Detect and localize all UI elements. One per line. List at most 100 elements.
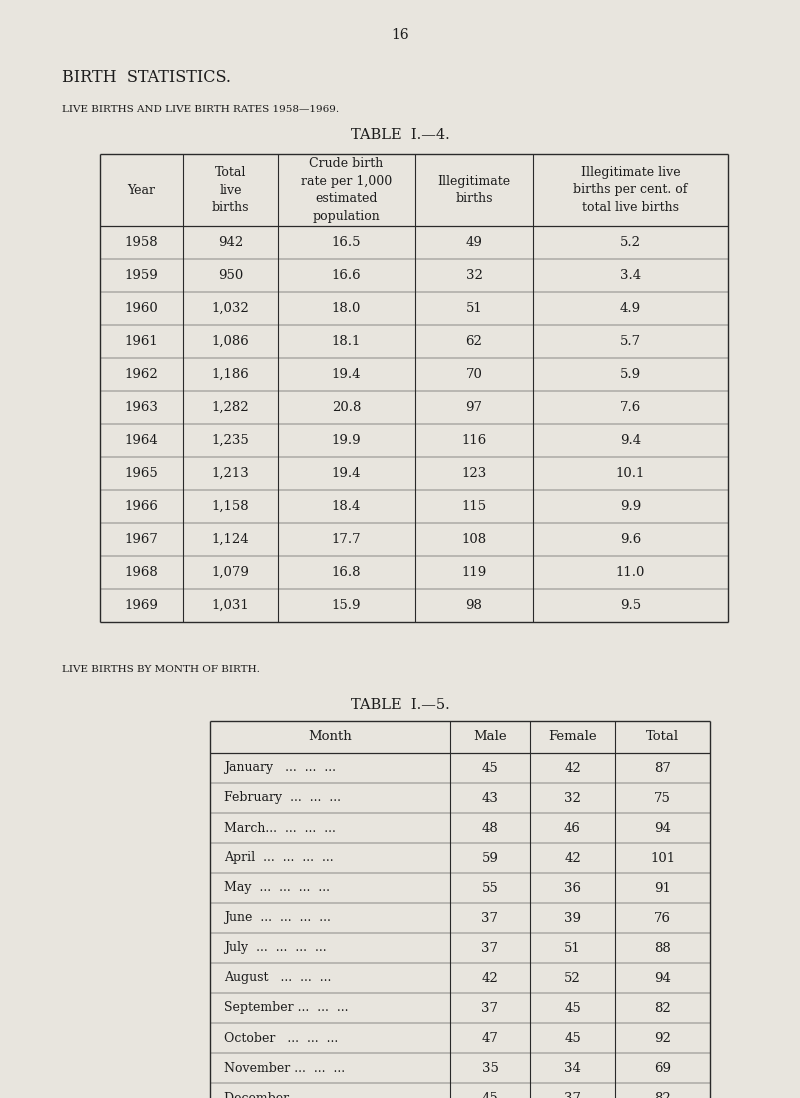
Text: 1965: 1965	[125, 467, 158, 480]
Text: 5.7: 5.7	[620, 335, 641, 348]
Text: 47: 47	[482, 1031, 498, 1044]
Text: 1962: 1962	[125, 368, 158, 381]
Text: 1,032: 1,032	[212, 302, 250, 315]
Text: 37: 37	[482, 1001, 498, 1015]
Text: 16.5: 16.5	[332, 236, 362, 249]
Text: January   ...  ...  ...: January ... ... ...	[224, 762, 336, 774]
Text: 1,086: 1,086	[212, 335, 250, 348]
Text: July  ...  ...  ...  ...: July ... ... ... ...	[224, 941, 326, 954]
Text: March...  ...  ...  ...: March... ... ... ...	[224, 821, 336, 834]
Text: 4.9: 4.9	[620, 302, 641, 315]
Text: 1967: 1967	[125, 533, 158, 546]
Text: 45: 45	[564, 1031, 581, 1044]
Text: 18.1: 18.1	[332, 335, 361, 348]
Text: TABLE  I.—5.: TABLE I.—5.	[350, 698, 450, 712]
Text: 9.9: 9.9	[620, 500, 641, 513]
Text: 48: 48	[482, 821, 498, 834]
Text: 116: 116	[462, 434, 486, 447]
Text: 39: 39	[564, 911, 581, 925]
Text: August   ...  ...  ...: August ... ... ...	[224, 972, 331, 985]
Text: 1969: 1969	[125, 600, 158, 612]
Text: 108: 108	[462, 533, 486, 546]
Text: November ...  ...  ...: November ... ... ...	[224, 1062, 345, 1075]
Text: 9.5: 9.5	[620, 600, 641, 612]
Text: TABLE  I.—4.: TABLE I.—4.	[350, 128, 450, 142]
Text: LIVE BIRTHS BY MONTH OF BIRTH.: LIVE BIRTHS BY MONTH OF BIRTH.	[62, 665, 260, 674]
Text: 1959: 1959	[125, 269, 158, 282]
Text: 88: 88	[654, 941, 671, 954]
Text: 49: 49	[466, 236, 482, 249]
Text: 32: 32	[466, 269, 482, 282]
Text: 16: 16	[391, 29, 409, 42]
Text: 76: 76	[654, 911, 671, 925]
Text: 45: 45	[564, 1001, 581, 1015]
Text: Month: Month	[308, 730, 352, 743]
Text: Total
live
births: Total live births	[212, 166, 250, 214]
Text: 32: 32	[564, 792, 581, 805]
Text: 16.8: 16.8	[332, 565, 362, 579]
Text: 34: 34	[564, 1062, 581, 1075]
Text: 942: 942	[218, 236, 243, 249]
Text: 101: 101	[650, 852, 675, 864]
Text: 119: 119	[462, 565, 486, 579]
Text: 11.0: 11.0	[616, 565, 645, 579]
Text: June  ...  ...  ...  ...: June ... ... ... ...	[224, 911, 331, 925]
Text: 51: 51	[466, 302, 482, 315]
Text: Crude birth
rate per 1,000
estimated
population: Crude birth rate per 1,000 estimated pop…	[301, 157, 392, 223]
Text: 1,124: 1,124	[212, 533, 250, 546]
Text: 1,031: 1,031	[212, 600, 250, 612]
Text: 10.1: 10.1	[616, 467, 645, 480]
Text: 1,079: 1,079	[211, 565, 250, 579]
Text: 950: 950	[218, 269, 243, 282]
Text: 1,282: 1,282	[212, 401, 250, 414]
Text: 19.4: 19.4	[332, 368, 362, 381]
Text: 9.6: 9.6	[620, 533, 641, 546]
Text: 1,158: 1,158	[212, 500, 250, 513]
Text: LIVE BIRTHS AND LIVE BIRTH RATES 1958—1969.: LIVE BIRTHS AND LIVE BIRTH RATES 1958—19…	[62, 105, 339, 114]
Text: 5.2: 5.2	[620, 236, 641, 249]
Text: 19.4: 19.4	[332, 467, 362, 480]
Text: 51: 51	[564, 941, 581, 954]
Text: 82: 82	[654, 1091, 671, 1098]
Text: 46: 46	[564, 821, 581, 834]
Text: 15.9: 15.9	[332, 600, 362, 612]
Text: 98: 98	[466, 600, 482, 612]
Text: 1961: 1961	[125, 335, 158, 348]
Text: Illegitimate live
births per cent. of
total live births: Illegitimate live births per cent. of to…	[574, 166, 688, 214]
Text: 94: 94	[654, 821, 671, 834]
Text: April  ...  ...  ...  ...: April ... ... ... ...	[224, 852, 334, 864]
Text: February  ...  ...  ...: February ... ... ...	[224, 792, 341, 805]
Text: 82: 82	[654, 1001, 671, 1015]
Text: 18.0: 18.0	[332, 302, 361, 315]
Text: 36: 36	[564, 882, 581, 895]
Text: 92: 92	[654, 1031, 671, 1044]
Text: Year: Year	[127, 183, 155, 197]
Text: 1,213: 1,213	[212, 467, 250, 480]
Text: Female: Female	[548, 730, 597, 743]
Text: 9.4: 9.4	[620, 434, 641, 447]
Text: May  ...  ...  ...  ...: May ... ... ... ...	[224, 882, 330, 895]
Text: October   ...  ...  ...: October ... ... ...	[224, 1031, 338, 1044]
Text: 52: 52	[564, 972, 581, 985]
Text: 42: 42	[564, 852, 581, 864]
Text: 19.9: 19.9	[332, 434, 362, 447]
Text: 16.6: 16.6	[332, 269, 362, 282]
Text: 55: 55	[482, 882, 498, 895]
Text: 91: 91	[654, 882, 671, 895]
Text: 1958: 1958	[125, 236, 158, 249]
Text: 123: 123	[462, 467, 486, 480]
Text: 75: 75	[654, 792, 671, 805]
Text: 45: 45	[482, 762, 498, 774]
Text: 1968: 1968	[125, 565, 158, 579]
Text: 7.6: 7.6	[620, 401, 641, 414]
Text: 1966: 1966	[125, 500, 158, 513]
Text: 1960: 1960	[125, 302, 158, 315]
Text: 37: 37	[482, 911, 498, 925]
Text: 45: 45	[482, 1091, 498, 1098]
Text: 5.9: 5.9	[620, 368, 641, 381]
Text: 37: 37	[482, 941, 498, 954]
Text: 42: 42	[564, 762, 581, 774]
Text: Male: Male	[473, 730, 507, 743]
Text: 43: 43	[482, 792, 498, 805]
Text: September ...  ...  ...: September ... ... ...	[224, 1001, 349, 1015]
